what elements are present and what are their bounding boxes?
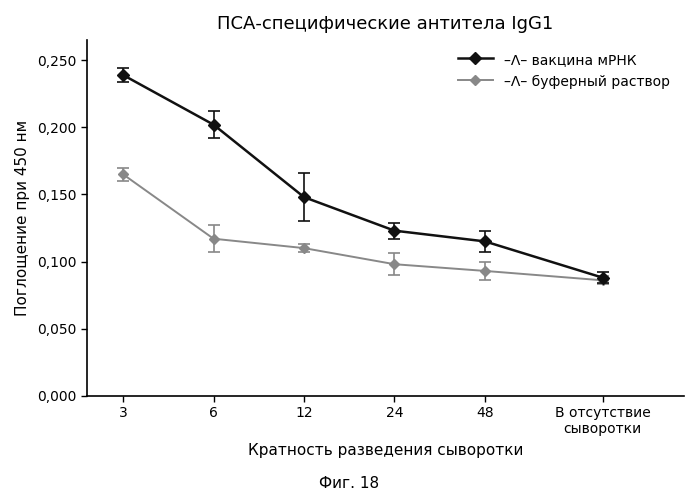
Legend: –Λ– вакцина мРНК, –Λ– буферный раствор: –Λ– вакцина мРНК, –Λ– буферный раствор xyxy=(452,46,675,94)
Title: ПСА-специфические антитела IgG1: ПСА-специфические антитела IgG1 xyxy=(217,15,554,33)
X-axis label: Кратность разведения сыворотки: Кратность разведения сыворотки xyxy=(247,443,523,458)
Text: Фиг. 18: Фиг. 18 xyxy=(319,476,380,491)
Y-axis label: Поглощение при 450 нм: Поглощение при 450 нм xyxy=(15,120,30,316)
